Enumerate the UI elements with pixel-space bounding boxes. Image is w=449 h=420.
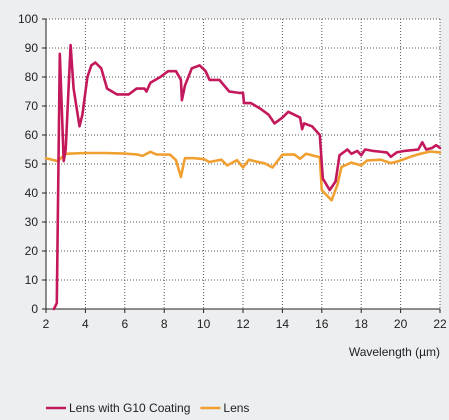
y-tick-label: 20 <box>25 244 39 258</box>
y-tick-label: 80 <box>25 70 39 84</box>
y-tick-label: 100 <box>18 12 38 26</box>
x-tick-label: 16 <box>315 317 329 331</box>
x-tick-label: 22 <box>433 317 447 331</box>
y-tick-label: 30 <box>25 215 39 229</box>
legend-label: Lens <box>223 401 249 415</box>
y-tick-label: 60 <box>25 128 39 142</box>
y-tick-label: 70 <box>25 99 39 113</box>
series-line <box>44 150 442 202</box>
series-lines <box>44 43 442 311</box>
x-axis-title: Wavelength (µm) <box>349 345 440 359</box>
y-tick-label: 10 <box>25 273 39 287</box>
x-tick-label: 20 <box>394 317 408 331</box>
x-tick-label: 12 <box>236 317 250 331</box>
x-tick-label: 6 <box>121 317 128 331</box>
tick-labels: 0 10 20 30 40 50 60 70 80 90 100 2 4 6 8 10 12 14 16 18 20 22 <box>18 12 447 331</box>
axes <box>42 18 441 313</box>
y-tick-label: 50 <box>25 157 39 171</box>
x-tick-label: 2 <box>43 317 50 331</box>
x-tick-label: 18 <box>355 317 369 331</box>
grid <box>46 18 441 309</box>
x-tick-label: 14 <box>276 317 290 331</box>
y-tick-label: 90 <box>25 41 39 55</box>
x-tick-label: 4 <box>82 317 89 331</box>
legend: Lens with G10 Coating Lens <box>46 401 249 415</box>
legend-label: Lens with G10 Coating <box>69 401 190 415</box>
y-tick-label: 0 <box>31 302 38 316</box>
x-tick-label: 10 <box>197 317 211 331</box>
y-tick-label: 40 <box>25 186 39 200</box>
series-line <box>52 43 442 311</box>
x-tick-label: 8 <box>161 317 168 331</box>
